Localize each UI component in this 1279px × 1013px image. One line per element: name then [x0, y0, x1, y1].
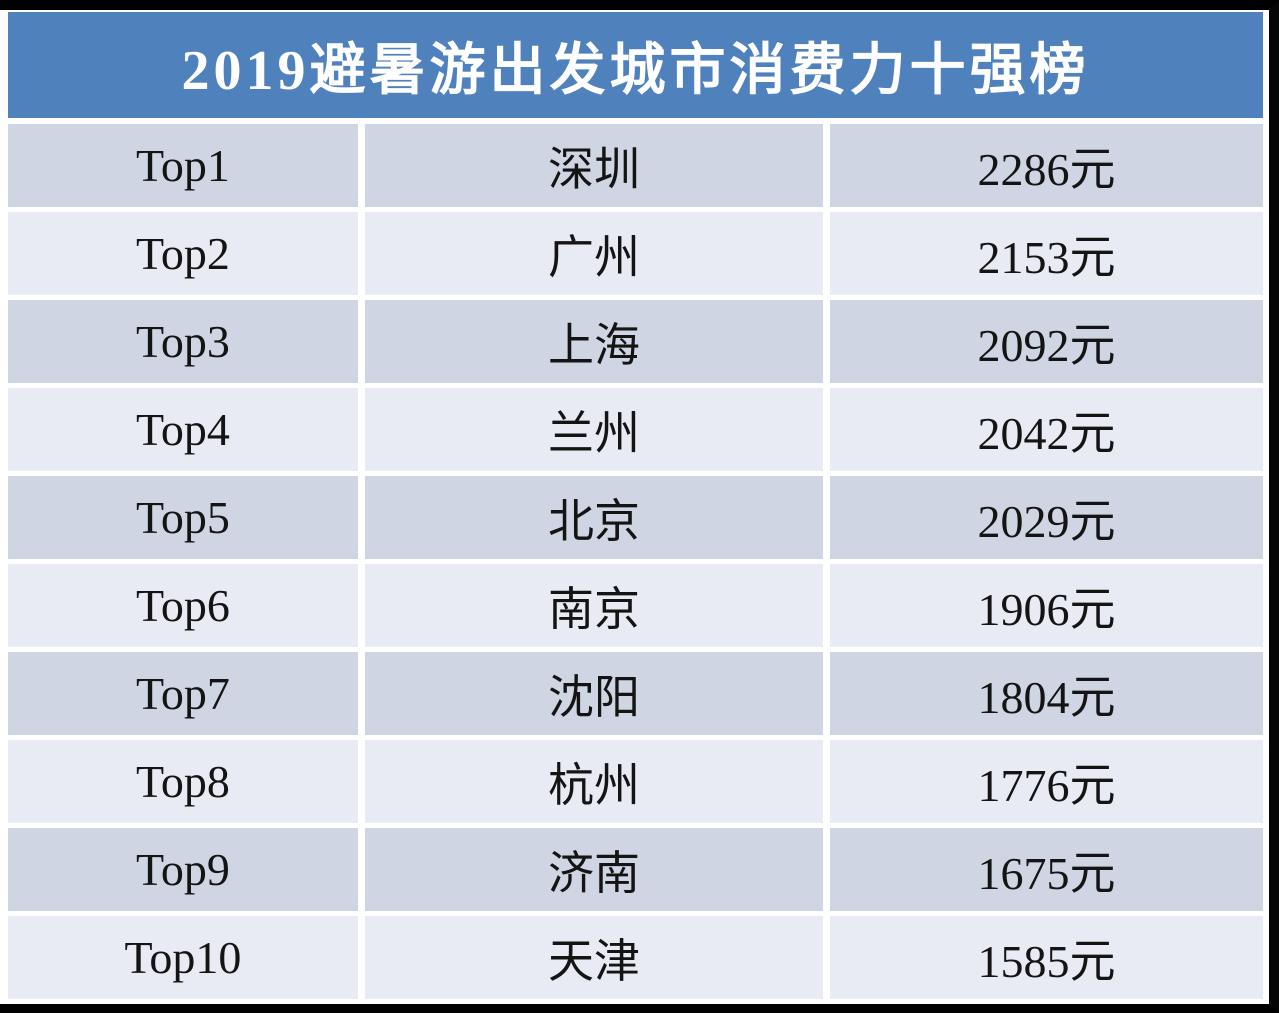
price-cell: 1585元 [830, 916, 1263, 999]
rank-cell: Top2 [8, 212, 358, 295]
rank-cell: Top3 [8, 300, 358, 383]
city-cell: 天津 [365, 916, 823, 999]
rank-cell: Top10 [8, 916, 358, 999]
page-title: 2019避暑游出发城市消费力十强榜 [181, 39, 1090, 102]
city-cell: 兰州 [365, 388, 823, 471]
price-cell: 2092元 [830, 300, 1263, 383]
city-cell: 沈阳 [365, 652, 823, 735]
rank-cell: Top1 [8, 124, 358, 207]
rank-cell: Top9 [8, 828, 358, 911]
city-cell: 济南 [365, 828, 823, 911]
city-cell: 杭州 [365, 740, 823, 823]
price-cell: 2153元 [830, 212, 1263, 295]
price-cell: 1776元 [830, 740, 1263, 823]
table-header-band: 2019避暑游出发城市消费力十强榜 [8, 12, 1263, 118]
rank-cell: Top7 [8, 652, 358, 735]
price-cell: 1675元 [830, 828, 1263, 911]
price-cell: 1906元 [830, 564, 1263, 647]
city-cell: 北京 [365, 476, 823, 559]
rank-cell: Top5 [8, 476, 358, 559]
city-cell: 上海 [365, 300, 823, 383]
rank-cell: Top4 [8, 388, 358, 471]
city-cell: 南京 [365, 564, 823, 647]
rank-cell: Top8 [8, 740, 358, 823]
city-cell: 深圳 [365, 124, 823, 207]
rank-cell: Top6 [8, 564, 358, 647]
city-cell: 广州 [365, 212, 823, 295]
price-cell: 2286元 [830, 124, 1263, 207]
price-cell: 2029元 [830, 476, 1263, 559]
price-cell: 2042元 [830, 388, 1263, 471]
ranking-table: Top1 深圳 2286元 Top2 广州 2153元 Top3 上海 2092… [8, 124, 1263, 999]
price-cell: 1804元 [830, 652, 1263, 735]
